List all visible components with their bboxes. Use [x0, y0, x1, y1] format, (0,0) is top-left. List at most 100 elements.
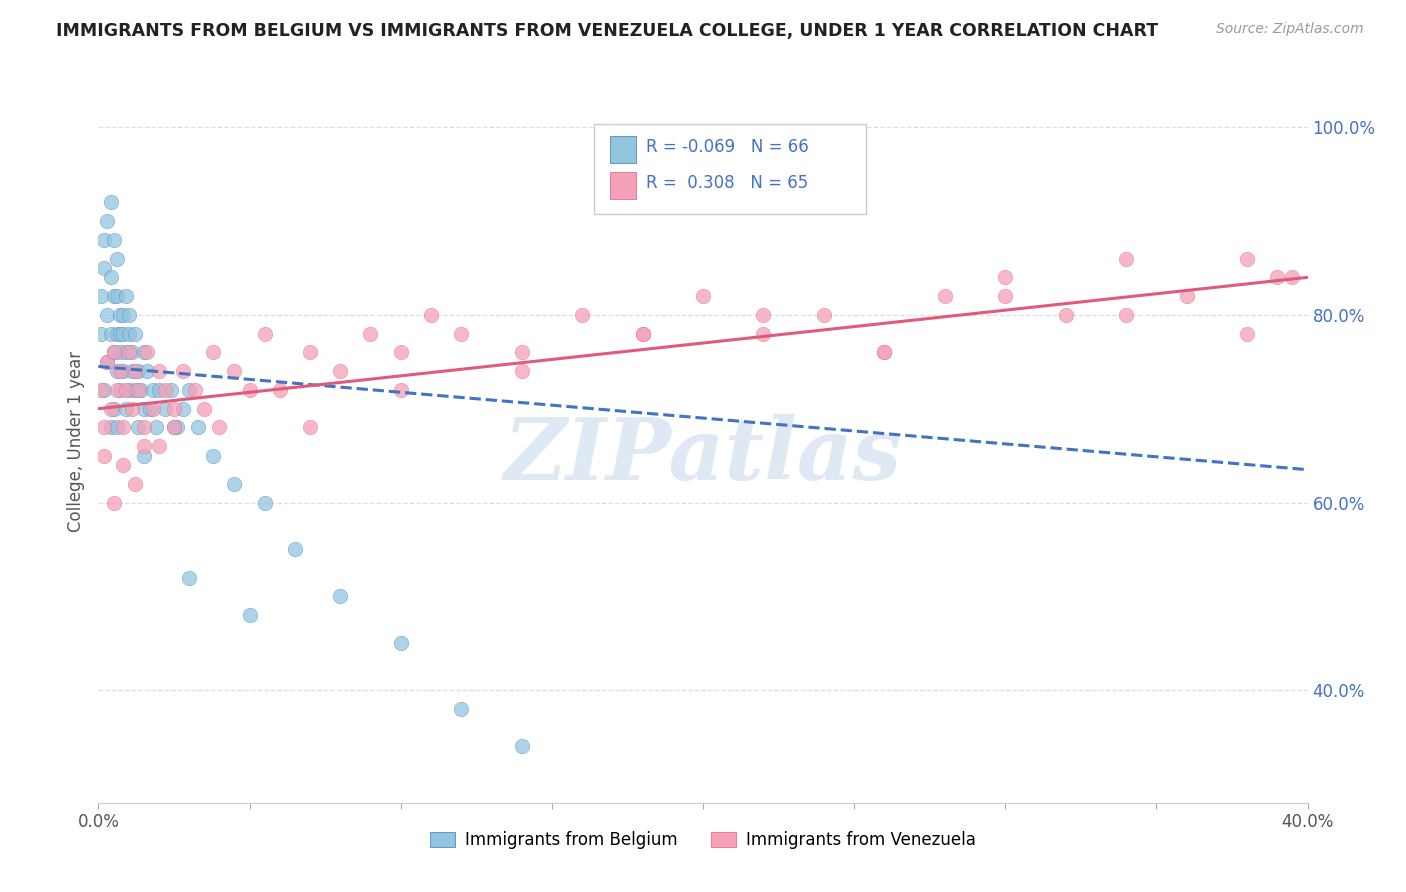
Point: [208, 420, 231, 434]
Point: [179, 571, 201, 585]
Point: [93, 420, 115, 434]
Point: [93, 383, 115, 397]
Point: [108, 345, 131, 359]
Point: [118, 383, 141, 397]
Point: [193, 401, 215, 416]
Point: [145, 420, 167, 434]
Point: [90, 326, 112, 341]
Bar: [610, 172, 637, 200]
Point: [299, 345, 322, 359]
Legend: Immigrants from Belgium, Immigrants from Venezuela: Immigrants from Belgium, Immigrants from…: [423, 824, 983, 856]
Point: [124, 364, 146, 378]
Point: [329, 364, 352, 378]
Point: [284, 542, 307, 557]
Point: [96, 355, 118, 369]
Point: [184, 383, 207, 397]
Point: [100, 270, 122, 285]
Point: [114, 345, 136, 359]
Point: [873, 345, 896, 359]
Point: [510, 739, 533, 754]
Point: [1236, 326, 1258, 341]
Point: [163, 420, 186, 434]
Point: [111, 364, 134, 378]
Point: [114, 401, 136, 416]
Point: [105, 420, 128, 434]
Point: [1267, 270, 1289, 285]
Point: [202, 449, 225, 463]
Point: [103, 345, 125, 359]
Text: R = -0.069   N = 66: R = -0.069 N = 66: [647, 137, 808, 156]
Point: [118, 326, 141, 341]
Point: [148, 439, 170, 453]
Point: [108, 326, 131, 341]
Point: [93, 449, 115, 463]
Point: [510, 345, 533, 359]
Point: [100, 326, 122, 341]
Point: [994, 289, 1017, 303]
Point: [96, 308, 118, 322]
Point: [148, 383, 170, 397]
Point: [90, 383, 112, 397]
Point: [1054, 308, 1077, 322]
Point: [118, 345, 141, 359]
FancyBboxPatch shape: [595, 124, 866, 214]
Point: [111, 326, 134, 341]
Point: [163, 401, 186, 416]
Point: [420, 308, 443, 322]
Point: [1175, 289, 1198, 303]
Point: [153, 383, 176, 397]
Y-axis label: College, Under 1 year: College, Under 1 year: [66, 351, 84, 533]
Point: [179, 383, 201, 397]
Point: [253, 495, 276, 509]
Point: [114, 289, 136, 303]
Point: [111, 308, 134, 322]
Point: [111, 420, 134, 434]
Point: [1115, 308, 1137, 322]
Point: [1281, 270, 1303, 285]
Point: [121, 364, 143, 378]
Point: [166, 420, 188, 434]
Point: [239, 383, 262, 397]
Point: [90, 289, 112, 303]
Point: [96, 355, 118, 369]
Point: [127, 383, 149, 397]
Point: [132, 401, 155, 416]
Point: [142, 401, 165, 416]
Point: [450, 326, 472, 341]
Point: [692, 289, 714, 303]
Point: [121, 345, 143, 359]
Point: [105, 364, 128, 378]
Point: [103, 233, 125, 247]
Point: [108, 364, 131, 378]
Point: [269, 383, 291, 397]
Point: [239, 608, 262, 623]
Point: [163, 420, 186, 434]
Point: [124, 383, 146, 397]
Point: [389, 345, 412, 359]
Point: [100, 420, 122, 434]
Point: [389, 383, 412, 397]
Point: [329, 590, 352, 604]
Point: [253, 326, 276, 341]
Point: [114, 383, 136, 397]
Point: [142, 383, 165, 397]
Point: [187, 420, 209, 434]
Point: [103, 345, 125, 359]
Point: [96, 214, 118, 228]
Point: [1115, 252, 1137, 266]
Point: [934, 289, 956, 303]
Point: [100, 401, 122, 416]
Point: [160, 383, 183, 397]
Text: IMMIGRANTS FROM BELGIUM VS IMMIGRANTS FROM VENEZUELA COLLEGE, UNDER 1 YEAR CORRE: IMMIGRANTS FROM BELGIUM VS IMMIGRANTS FR…: [56, 22, 1159, 40]
Point: [172, 401, 194, 416]
Point: [450, 702, 472, 716]
Point: [873, 345, 896, 359]
Point: [108, 383, 131, 397]
Point: [360, 326, 382, 341]
Point: [121, 401, 143, 416]
Point: [127, 364, 149, 378]
Point: [105, 252, 128, 266]
Point: [124, 326, 146, 341]
Point: [103, 495, 125, 509]
Point: [105, 326, 128, 341]
